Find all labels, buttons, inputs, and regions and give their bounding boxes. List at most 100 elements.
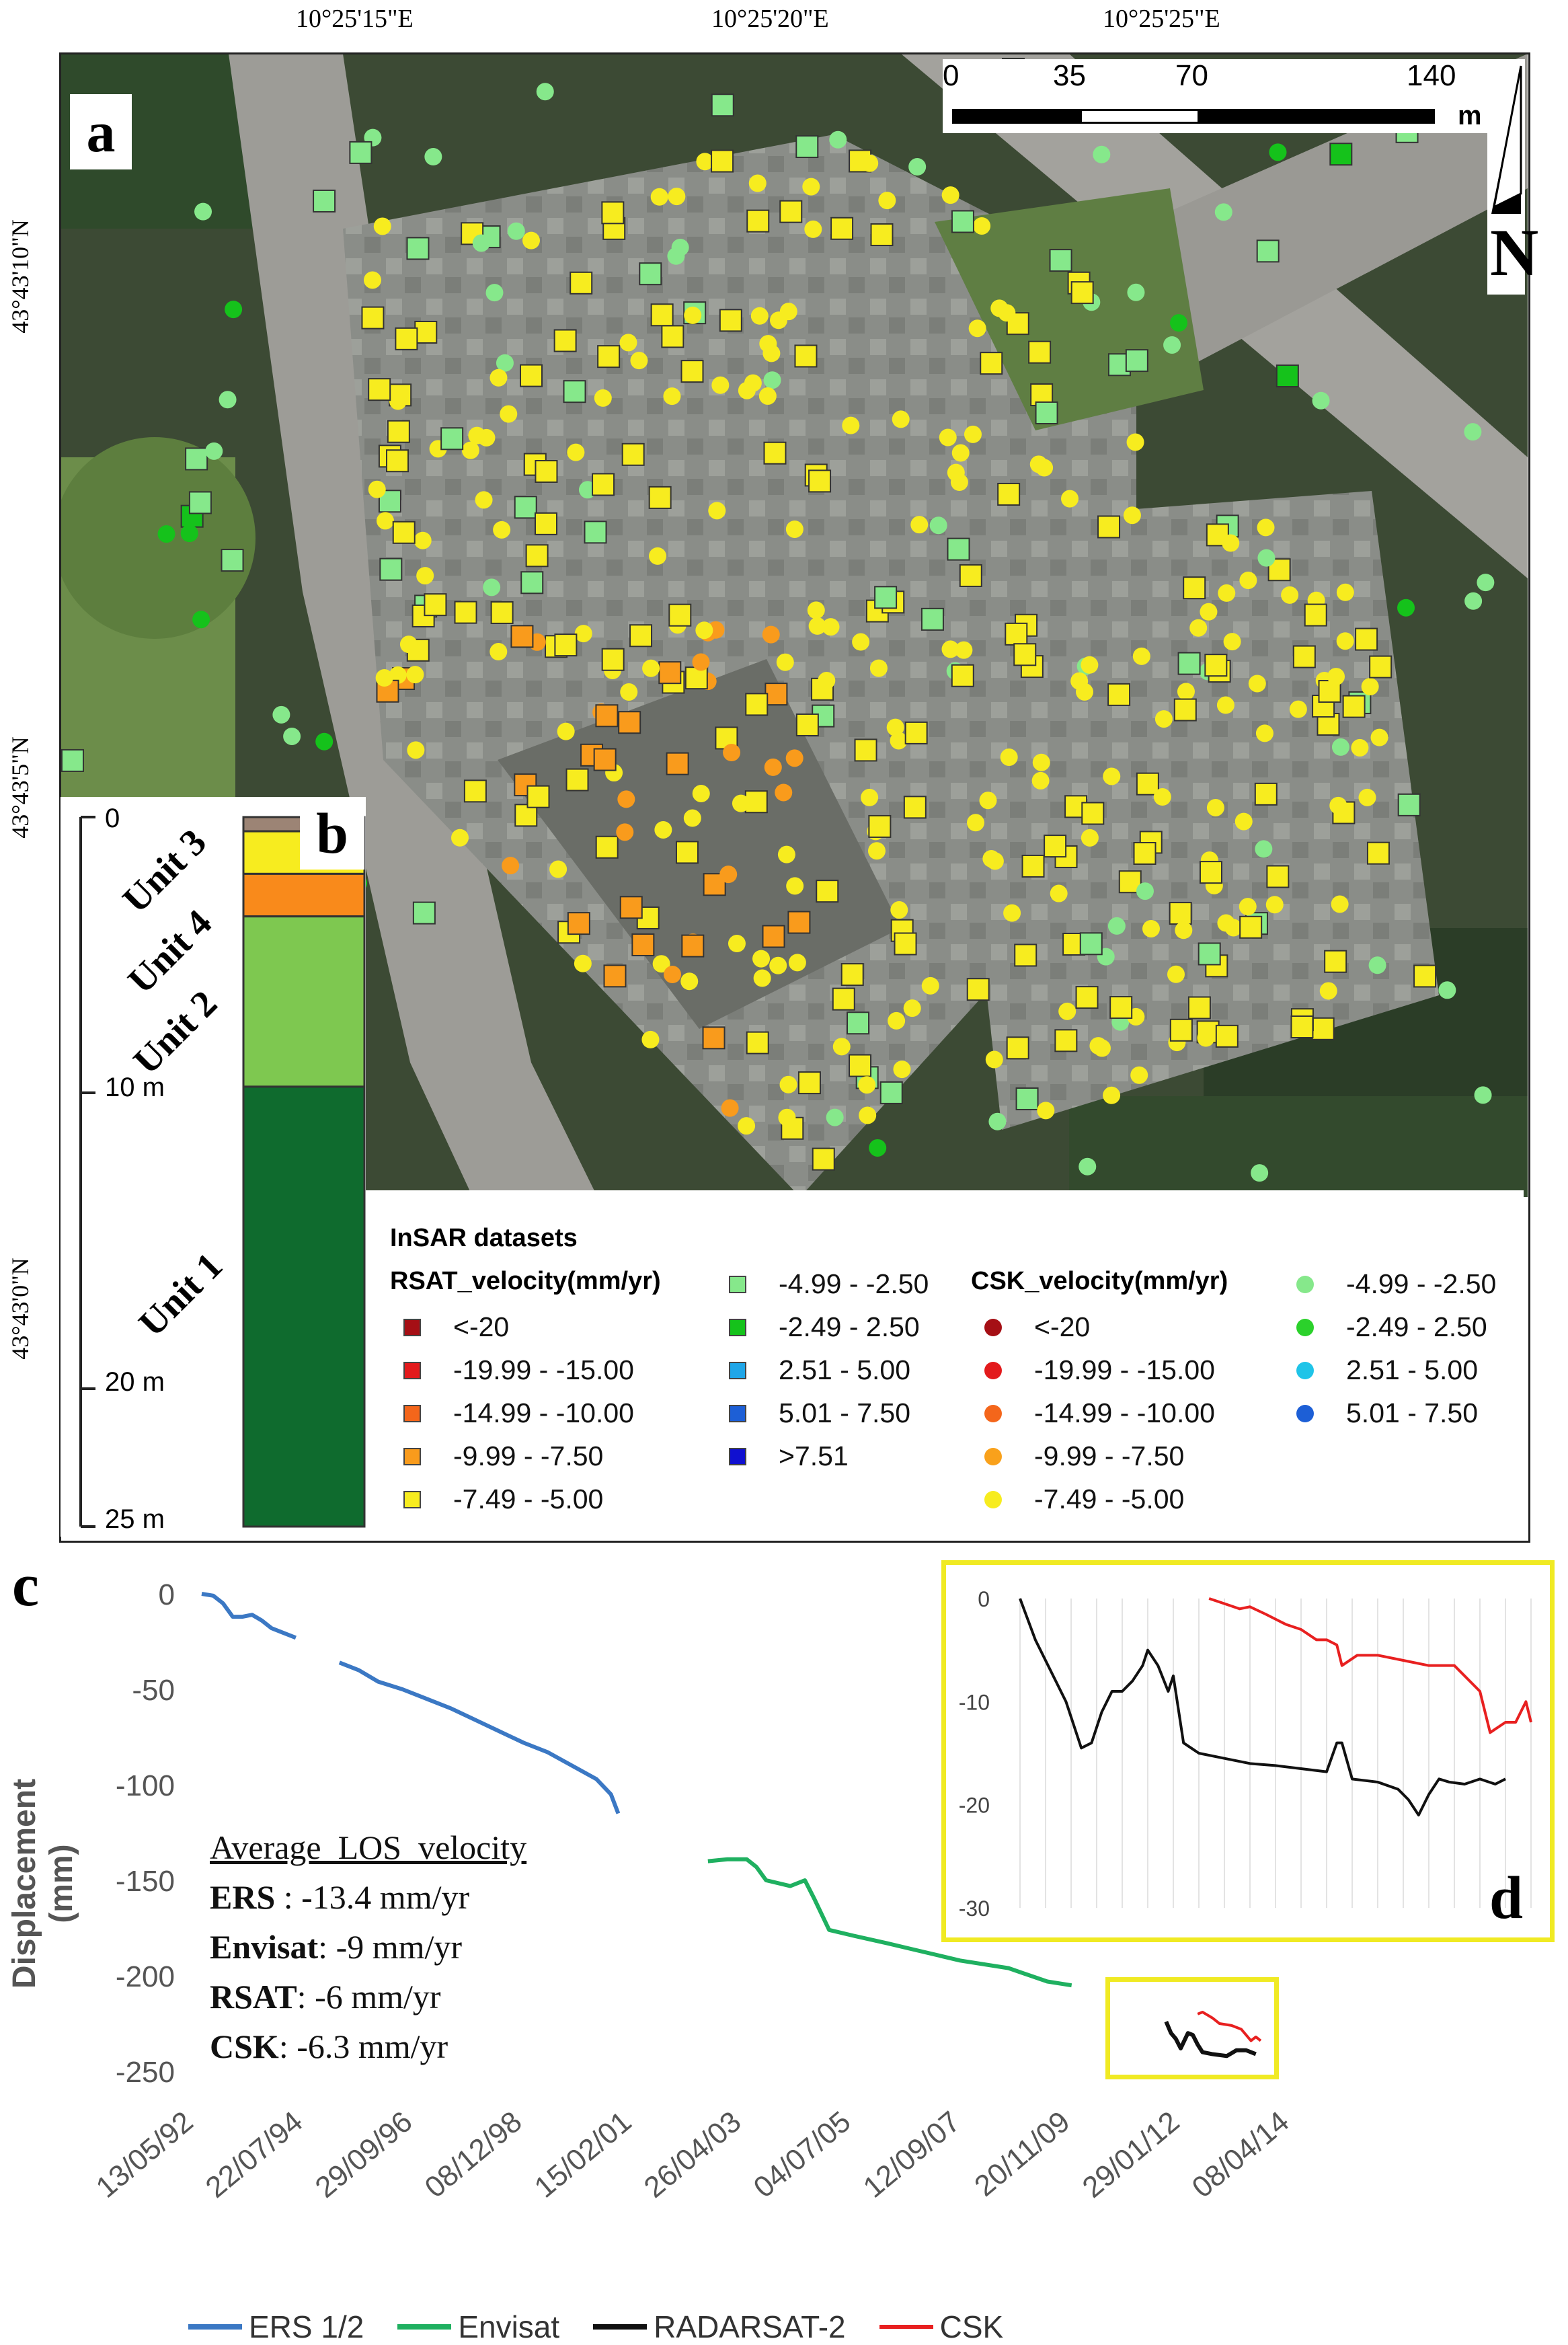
rsat-point bbox=[1173, 698, 1197, 722]
annotation-line-rsat: RSAT: -6 mm/yr bbox=[210, 1978, 441, 2015]
csk-point bbox=[763, 371, 781, 389]
top-tick-label: 10°25'25"E bbox=[1103, 5, 1220, 33]
csk-point bbox=[283, 727, 301, 745]
csk-point bbox=[775, 783, 793, 802]
csk-point bbox=[750, 307, 769, 325]
csk-point bbox=[1257, 518, 1275, 537]
rsat-point bbox=[816, 880, 839, 903]
map-frame bbox=[59, 52, 1530, 1543]
rsat-point bbox=[349, 141, 373, 164]
scale-label: 0 bbox=[943, 59, 959, 92]
rsat-point bbox=[951, 664, 974, 687]
csk-point bbox=[1289, 700, 1307, 718]
rsat-point bbox=[702, 1026, 726, 1050]
rsat-point bbox=[904, 721, 928, 744]
csk-point bbox=[1103, 767, 1121, 785]
rsat-point bbox=[711, 93, 734, 117]
rsat-point bbox=[1292, 645, 1316, 668]
rsat-point bbox=[601, 648, 625, 671]
csk-point bbox=[650, 188, 668, 206]
csk-point bbox=[888, 1011, 906, 1030]
rsat-point bbox=[188, 491, 212, 514]
column-svg bbox=[79, 816, 366, 1528]
csk-point bbox=[822, 618, 840, 636]
csk-point bbox=[652, 955, 670, 973]
csk-point bbox=[964, 425, 982, 443]
csk-legend-item: 2.51 - 5.00 bbox=[1296, 1354, 1478, 1386]
rsat-point bbox=[185, 447, 208, 471]
csk-point bbox=[654, 820, 672, 839]
rsat-point bbox=[1081, 802, 1105, 825]
rsat-point bbox=[966, 978, 990, 1001]
rsat-point bbox=[313, 189, 336, 213]
csk-point bbox=[475, 491, 493, 509]
csk-point bbox=[549, 860, 567, 878]
left-tick-label: 43°43'5"N bbox=[7, 736, 34, 839]
scale-seg bbox=[1200, 109, 1435, 124]
csk-point bbox=[1234, 812, 1253, 831]
csk-point bbox=[1127, 283, 1145, 301]
csk-point bbox=[966, 814, 984, 832]
csk-point bbox=[567, 443, 585, 461]
x-tick-label: 04/07/05 bbox=[748, 2105, 857, 2204]
csk-point bbox=[1000, 748, 1018, 766]
rsat-legend-label: 5.01 - 7.50 bbox=[779, 1397, 911, 1428]
rsat-point bbox=[1324, 950, 1347, 973]
y-tick-label: -150 bbox=[116, 1865, 175, 1898]
csk-point bbox=[696, 153, 714, 171]
csk-point bbox=[869, 659, 888, 677]
rsat-point bbox=[920, 607, 944, 631]
csk-point bbox=[1248, 675, 1266, 693]
rsat-point bbox=[593, 748, 617, 771]
csk-swatch bbox=[984, 1404, 1002, 1422]
rsat-point bbox=[746, 209, 770, 233]
rsat-point bbox=[997, 482, 1021, 506]
rsat-legend-item: -4.99 - -2.50 bbox=[729, 1268, 929, 1300]
rsat-legend-item: -9.99 - -7.50 bbox=[403, 1440, 603, 1472]
csk-point bbox=[785, 520, 803, 538]
rsat-legend-label: -9.99 - -7.50 bbox=[453, 1440, 604, 1471]
csk-point bbox=[903, 999, 921, 1017]
csk-point bbox=[779, 303, 797, 321]
inset-chart: 0 -10 -20 -30 bbox=[959, 1587, 1532, 1921]
csk-point bbox=[1200, 603, 1218, 621]
csk-swatch bbox=[984, 1447, 1002, 1465]
csk-point bbox=[973, 217, 991, 235]
csk-point bbox=[858, 1076, 876, 1094]
rsat-point bbox=[745, 693, 769, 716]
annotation-line-csk: CSK: -6.3 mm/yr bbox=[210, 2028, 448, 2065]
csk-point bbox=[1003, 904, 1021, 922]
rsat-point bbox=[1075, 986, 1099, 1009]
csk-point bbox=[1153, 788, 1171, 806]
csk-legend-item: -19.99 - -15.00 bbox=[984, 1354, 1215, 1386]
rsat-point bbox=[947, 537, 970, 561]
zoom-highlight-box bbox=[1105, 1977, 1279, 2079]
csk-point bbox=[663, 387, 681, 406]
panel-d-inset: 0 -10 -20 -30 d bbox=[941, 1560, 1555, 1942]
csk-point bbox=[389, 392, 407, 410]
rsat-point bbox=[61, 748, 84, 772]
csk-point bbox=[842, 416, 860, 434]
csk-point bbox=[1130, 1066, 1148, 1084]
csk-point bbox=[804, 220, 822, 238]
csk-point bbox=[1312, 391, 1330, 410]
rsat-point bbox=[711, 149, 734, 173]
rsat-legend-item: -14.99 - -10.00 bbox=[403, 1397, 634, 1429]
csk-point bbox=[1170, 314, 1188, 332]
rsat-legend-item: -19.99 - -15.00 bbox=[403, 1354, 634, 1386]
inset-y-tick-label: -10 bbox=[959, 1690, 990, 1714]
csk-point bbox=[617, 790, 635, 808]
csk-legend-item: -2.49 - 2.50 bbox=[1296, 1311, 1487, 1343]
csk-point bbox=[1224, 919, 1243, 937]
csk-point bbox=[1197, 1029, 1215, 1047]
rsat-point bbox=[1290, 1015, 1314, 1039]
csk-point bbox=[1093, 1039, 1111, 1057]
csk-point bbox=[892, 410, 910, 428]
rsat-point bbox=[1311, 1017, 1335, 1040]
rsat-point bbox=[553, 329, 577, 352]
csk-point bbox=[1079, 1157, 1097, 1176]
rsat-point bbox=[903, 796, 927, 819]
rsat-point bbox=[808, 469, 832, 493]
csk-point bbox=[493, 521, 511, 539]
rsat-point bbox=[584, 521, 607, 544]
